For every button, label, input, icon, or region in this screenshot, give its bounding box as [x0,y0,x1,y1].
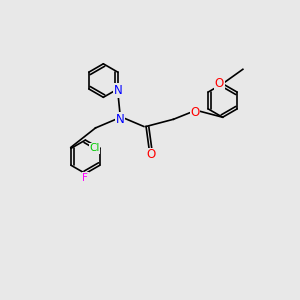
Text: O: O [146,148,155,161]
Text: Cl: Cl [89,143,100,153]
Text: O: O [215,76,224,89]
Text: N: N [116,113,124,126]
Text: N: N [113,84,122,97]
Text: F: F [82,173,88,183]
Text: O: O [190,106,200,118]
